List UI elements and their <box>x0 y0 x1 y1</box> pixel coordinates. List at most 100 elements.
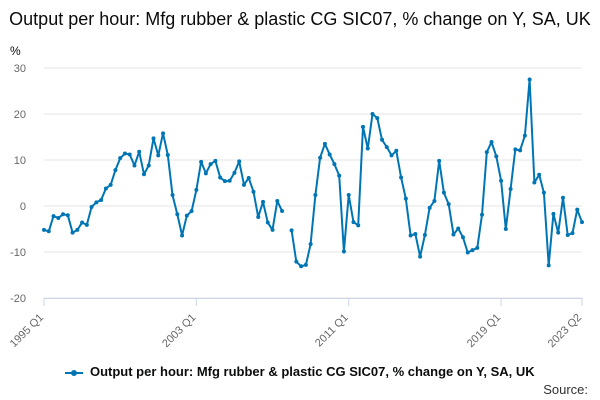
data-point[interactable] <box>51 214 56 219</box>
data-point[interactable] <box>327 152 332 157</box>
data-point[interactable] <box>208 162 213 167</box>
data-point[interactable] <box>89 204 94 209</box>
data-point[interactable] <box>184 213 189 218</box>
data-point[interactable] <box>541 190 546 195</box>
data-point[interactable] <box>222 179 227 184</box>
data-point[interactable] <box>170 192 175 197</box>
data-point[interactable] <box>513 147 518 152</box>
data-point[interactable] <box>218 175 223 180</box>
data-point[interactable] <box>332 162 337 167</box>
data-point[interactable] <box>75 227 80 232</box>
data-point[interactable] <box>122 151 127 156</box>
data-point[interactable] <box>580 220 584 225</box>
data-point[interactable] <box>565 232 570 237</box>
data-point[interactable] <box>203 171 208 176</box>
data-point[interactable] <box>532 180 537 185</box>
data-point[interactable] <box>360 124 365 129</box>
data-point[interactable] <box>99 198 104 203</box>
data-point[interactable] <box>437 158 442 163</box>
data-point[interactable] <box>108 182 113 187</box>
data-point[interactable] <box>365 146 370 151</box>
data-point[interactable] <box>137 149 142 154</box>
data-point[interactable] <box>84 222 89 227</box>
data-point[interactable] <box>451 232 456 237</box>
data-point[interactable] <box>537 172 542 177</box>
data-point[interactable] <box>384 145 389 150</box>
data-point[interactable] <box>475 245 480 250</box>
data-point[interactable] <box>280 209 285 214</box>
data-point[interactable] <box>318 155 323 160</box>
data-point[interactable] <box>427 205 432 210</box>
data-point[interactable] <box>527 77 532 82</box>
data-point[interactable] <box>227 178 232 183</box>
series-line[interactable] <box>43 78 583 268</box>
data-point[interactable] <box>313 192 318 197</box>
data-point[interactable] <box>308 242 313 247</box>
data-point[interactable] <box>480 212 485 217</box>
data-point[interactable] <box>346 192 351 197</box>
data-point[interactable] <box>65 213 70 218</box>
data-point[interactable] <box>241 182 246 187</box>
data-point[interactable] <box>61 212 66 217</box>
data-point[interactable] <box>261 199 266 204</box>
data-point[interactable] <box>256 215 261 220</box>
data-point[interactable] <box>556 230 561 235</box>
data-point[interactable] <box>413 232 418 237</box>
data-point[interactable] <box>127 152 132 157</box>
series[interactable] <box>42 77 584 269</box>
data-point[interactable] <box>489 140 494 145</box>
data-point[interactable] <box>494 154 499 159</box>
data-point[interactable] <box>42 227 46 232</box>
data-point[interactable] <box>232 170 237 175</box>
data-point[interactable] <box>94 200 99 205</box>
data-point[interactable] <box>446 202 451 207</box>
data-point[interactable] <box>375 116 380 121</box>
data-point[interactable] <box>499 178 504 183</box>
data-point[interactable] <box>322 141 327 146</box>
data-point[interactable] <box>299 264 304 269</box>
data-point[interactable] <box>146 163 151 168</box>
data-point[interactable] <box>213 158 218 163</box>
data-point[interactable] <box>337 173 342 178</box>
legend[interactable]: Output per hour: Mfg rubber & plastic CG… <box>0 364 600 379</box>
data-point[interactable] <box>394 148 399 153</box>
data-point[interactable] <box>270 227 275 232</box>
data-point[interactable] <box>251 189 256 194</box>
data-point[interactable] <box>503 227 508 231</box>
data-point[interactable] <box>546 263 551 268</box>
data-point[interactable] <box>80 220 85 225</box>
data-point[interactable] <box>289 228 294 233</box>
data-point[interactable] <box>351 220 356 225</box>
data-point[interactable] <box>194 187 199 192</box>
data-point[interactable] <box>70 230 75 235</box>
data-point[interactable] <box>175 212 180 217</box>
data-point[interactable] <box>113 168 118 173</box>
data-point[interactable] <box>151 136 156 141</box>
data-point[interactable] <box>465 250 470 255</box>
data-point[interactable] <box>275 198 280 203</box>
data-point[interactable] <box>246 175 251 180</box>
data-point[interactable] <box>403 196 408 201</box>
data-point[interactable] <box>56 215 61 220</box>
data-point[interactable] <box>508 186 513 191</box>
data-point[interactable] <box>460 235 465 240</box>
data-point[interactable] <box>46 229 51 234</box>
data-point[interactable] <box>456 226 461 231</box>
data-point[interactable] <box>522 133 527 138</box>
data-point[interactable] <box>356 223 361 228</box>
data-point[interactable] <box>575 207 580 212</box>
data-point[interactable] <box>470 248 475 253</box>
data-point[interactable] <box>418 254 423 259</box>
data-point[interactable] <box>237 159 242 164</box>
data-point[interactable] <box>303 262 308 267</box>
data-point[interactable] <box>422 232 427 237</box>
data-point[interactable] <box>389 153 394 158</box>
data-point[interactable] <box>341 249 346 254</box>
data-point[interactable] <box>165 152 170 157</box>
data-point[interactable] <box>156 153 161 158</box>
data-point[interactable] <box>484 150 489 155</box>
data-point[interactable] <box>161 131 166 136</box>
data-point[interactable] <box>132 163 137 168</box>
data-point[interactable] <box>441 190 446 195</box>
data-point[interactable] <box>199 159 204 164</box>
